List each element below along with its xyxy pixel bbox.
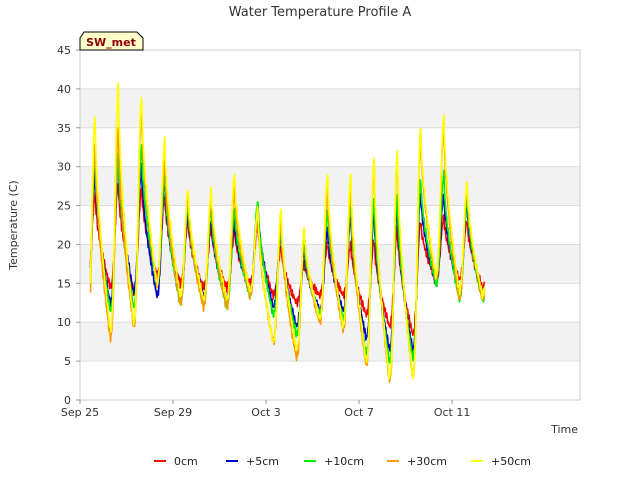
y-tick-label: 30: [57, 161, 71, 174]
plot-band: [80, 361, 580, 400]
series-layer: [89, 82, 486, 383]
site-badge-text: SW_met: [86, 36, 136, 49]
legend-label: +50cm: [491, 455, 531, 468]
y-axis: 0 5 10 15 20 25 30 35 40 45: [57, 44, 80, 407]
legend: 0cm +5cm +10cm +30cm +50cm: [154, 455, 531, 468]
y-tick-label: 35: [57, 122, 71, 135]
plot-band: [80, 88, 580, 128]
plot-band: [80, 166, 580, 206]
site-badge: SW_met: [79, 31, 144, 51]
y-tick-label: 0: [64, 394, 71, 407]
y-axis-label: Temperature (C): [7, 180, 20, 270]
x-axis: Sep 25 Sep 29 Oct 3 Oct 7 Oct 11: [61, 400, 470, 419]
legend-label: 0cm: [174, 455, 198, 468]
chart-title: Water Temperature Profile A: [229, 5, 412, 20]
plot-band: [80, 322, 580, 362]
plot-band: [80, 50, 580, 89]
y-tick-label: 15: [57, 277, 71, 290]
y-tick-label: 5: [64, 355, 71, 368]
x-axis-label: Time: [550, 423, 578, 436]
x-tick-label: Sep 29: [154, 406, 192, 419]
x-tick-label: Oct 7: [344, 406, 374, 419]
plot-band: [80, 283, 580, 323]
legend-label: +5cm: [246, 455, 279, 468]
y-tick-label: 20: [57, 238, 71, 251]
x-tick-label: Oct 11: [434, 406, 471, 419]
x-tick-label: Sep 25: [61, 406, 99, 419]
plot-area: [79, 49, 581, 401]
y-tick-label: 40: [57, 83, 71, 96]
legend-label: +30cm: [407, 455, 447, 468]
y-tick-label: 25: [57, 200, 71, 213]
legend-label: +10cm: [324, 455, 364, 468]
series-line-plus-50cm: [89, 82, 486, 380]
y-tick-label: 10: [57, 316, 71, 329]
x-tick-label: Oct 3: [251, 406, 281, 419]
site-badge-shape: [79, 31, 144, 51]
y-tick-label: 45: [57, 44, 71, 57]
plot-band: [80, 127, 580, 167]
